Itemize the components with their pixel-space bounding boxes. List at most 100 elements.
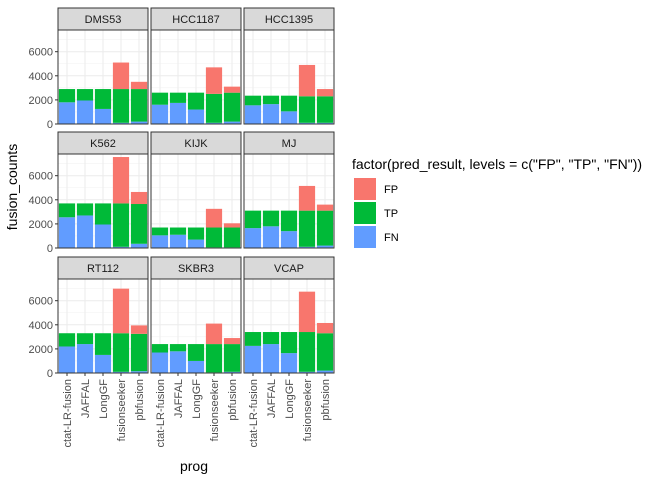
bar-segment-fn xyxy=(244,228,262,248)
bar-segment-fn xyxy=(94,108,112,124)
bar-segment-fn xyxy=(112,122,130,124)
legend-label-tp: TP xyxy=(384,208,398,220)
y-tick-label: 4000 xyxy=(29,195,53,207)
bar-segment-fn xyxy=(205,122,223,124)
x-tick-label: fusionseeker xyxy=(302,379,314,442)
legend-key-fp xyxy=(354,178,376,200)
y-tick-label: 2000 xyxy=(29,344,53,356)
bar-segment-tp xyxy=(187,92,205,110)
bar-segment-fn xyxy=(316,370,334,373)
bar-segment-tp xyxy=(298,96,316,123)
bar-segment-tp xyxy=(280,332,298,354)
bar-segment-tp xyxy=(94,89,112,109)
bar-segment-fp xyxy=(298,64,316,97)
panel-border xyxy=(243,153,335,249)
y-tick-label: 6000 xyxy=(29,47,53,59)
bar-segment-tp xyxy=(169,227,187,235)
legend-label-fn: FN xyxy=(384,232,399,244)
bar-segment-tp xyxy=(94,203,112,225)
bar-segment-fn xyxy=(298,371,316,373)
x-tick-label: ctat-LR-fusion xyxy=(62,379,74,447)
bar-segment-tp xyxy=(130,204,148,244)
facet-strip-label: KIJK xyxy=(184,138,208,150)
facet-dms53: DMS53 0 2000 4000 6000 xyxy=(29,7,149,131)
bar-segment-tp xyxy=(280,210,298,232)
bar-segment-tp xyxy=(298,332,316,372)
bar-segment-tp xyxy=(76,333,94,345)
legend-key-fn xyxy=(354,226,376,248)
x-tick-label: JAFFAL xyxy=(80,379,92,418)
facet-strip-label: MJ xyxy=(282,138,297,150)
facet-skbr3: SKBR3 ctat-LR-fusion JAFFAL LongGF fusionsee… xyxy=(150,256,242,447)
facet-kijk: KIJK xyxy=(150,131,242,249)
y-tick-label: 6000 xyxy=(29,296,53,308)
bar-segment-tp xyxy=(205,93,223,123)
bar-segment-tp xyxy=(76,89,94,101)
y-tick-label: 6000 xyxy=(29,171,53,183)
bar-segment-fn xyxy=(76,215,94,248)
panel-border xyxy=(150,153,242,249)
bar-segment-tp xyxy=(112,333,130,372)
bar-segment-tp xyxy=(262,332,280,345)
x-tick-label: LongGF xyxy=(191,379,203,419)
bar-segment-tp xyxy=(112,89,130,123)
bar-segment-tp xyxy=(223,227,241,248)
bar-segment-tp xyxy=(169,92,187,103)
x-tick-label: ctat-LR-fusion xyxy=(155,379,167,447)
bar-segment-tp xyxy=(223,92,241,122)
bar-segment-fn xyxy=(244,345,262,373)
facet-hcc1395: HCC1395 xyxy=(243,7,335,125)
bar-segment-fn xyxy=(130,121,148,124)
y-tick-label: 4000 xyxy=(29,320,53,332)
bar-segment-fp xyxy=(298,291,316,333)
facet-strip-label: SKBR3 xyxy=(178,263,214,275)
bar-segment-tp xyxy=(58,89,76,103)
bar-segment-fn xyxy=(169,351,187,373)
bar-segment-fn xyxy=(187,109,205,124)
bar-segment-fn xyxy=(58,217,76,248)
bar-segment-tp xyxy=(130,333,148,372)
bar-segment-fn xyxy=(130,371,148,373)
bar-segment-fp xyxy=(223,223,241,228)
bar-segment-fp xyxy=(205,208,223,228)
bar-segment-fn xyxy=(151,352,169,373)
bar-segment-tp xyxy=(316,210,334,246)
facet-strip-label: VCAP xyxy=(274,263,304,275)
panel-border xyxy=(150,29,242,125)
facet-strip-label: K562 xyxy=(90,138,116,150)
panel-border xyxy=(57,29,149,125)
facet-hcc1187: HCC1187 xyxy=(150,7,242,125)
bar-segment-fn xyxy=(298,246,316,248)
bar-segment-fp xyxy=(130,81,148,90)
facet-rt112: RT112 0 2000 4000 6000 ctat-LR-fusion JAFFAL Lo… xyxy=(29,256,149,447)
x-tick-label: pbfusion xyxy=(227,379,239,421)
bar-segment-fn xyxy=(244,105,262,124)
bar-segment-tp xyxy=(187,227,205,240)
bar-segment-fn xyxy=(94,354,112,373)
bar-segment-tp xyxy=(94,333,112,355)
y-tick-label: 2000 xyxy=(29,219,53,231)
facet-vcap: VCAP ctat-LR-fusion JAFFAL LongGF fusionseek… xyxy=(243,256,335,447)
y-tick-label: 0 xyxy=(47,243,53,255)
bar-segment-fp xyxy=(112,288,130,334)
facet-panels: DMS53 0 2000 4000 6000 HCC1187 HCC1395 K562 0 200… xyxy=(29,7,335,447)
x-tick-label: ctat-LR-fusion xyxy=(248,379,260,447)
bar-segment-tp xyxy=(169,344,187,352)
bar-segment-tp xyxy=(187,344,205,361)
bar-segment-fp xyxy=(223,86,241,93)
y-axis-title: fusion_counts xyxy=(4,144,20,230)
bar-segment-fn xyxy=(151,104,169,124)
facet-mj: MJ xyxy=(243,131,335,249)
bar-segment-fn xyxy=(58,346,76,373)
bar-segment-tp xyxy=(262,95,280,105)
bar-segment-fn xyxy=(262,344,280,373)
bar-segment-fn xyxy=(151,235,169,248)
bar-segment-fn xyxy=(223,371,241,373)
bar-segment-fn xyxy=(316,245,334,248)
bar-segment-tp xyxy=(280,95,298,112)
bar-segment-fn xyxy=(187,239,205,248)
bar-segment-tp xyxy=(151,92,169,105)
legend-label-fp: FP xyxy=(384,184,398,196)
bar-segment-fn xyxy=(187,360,205,373)
